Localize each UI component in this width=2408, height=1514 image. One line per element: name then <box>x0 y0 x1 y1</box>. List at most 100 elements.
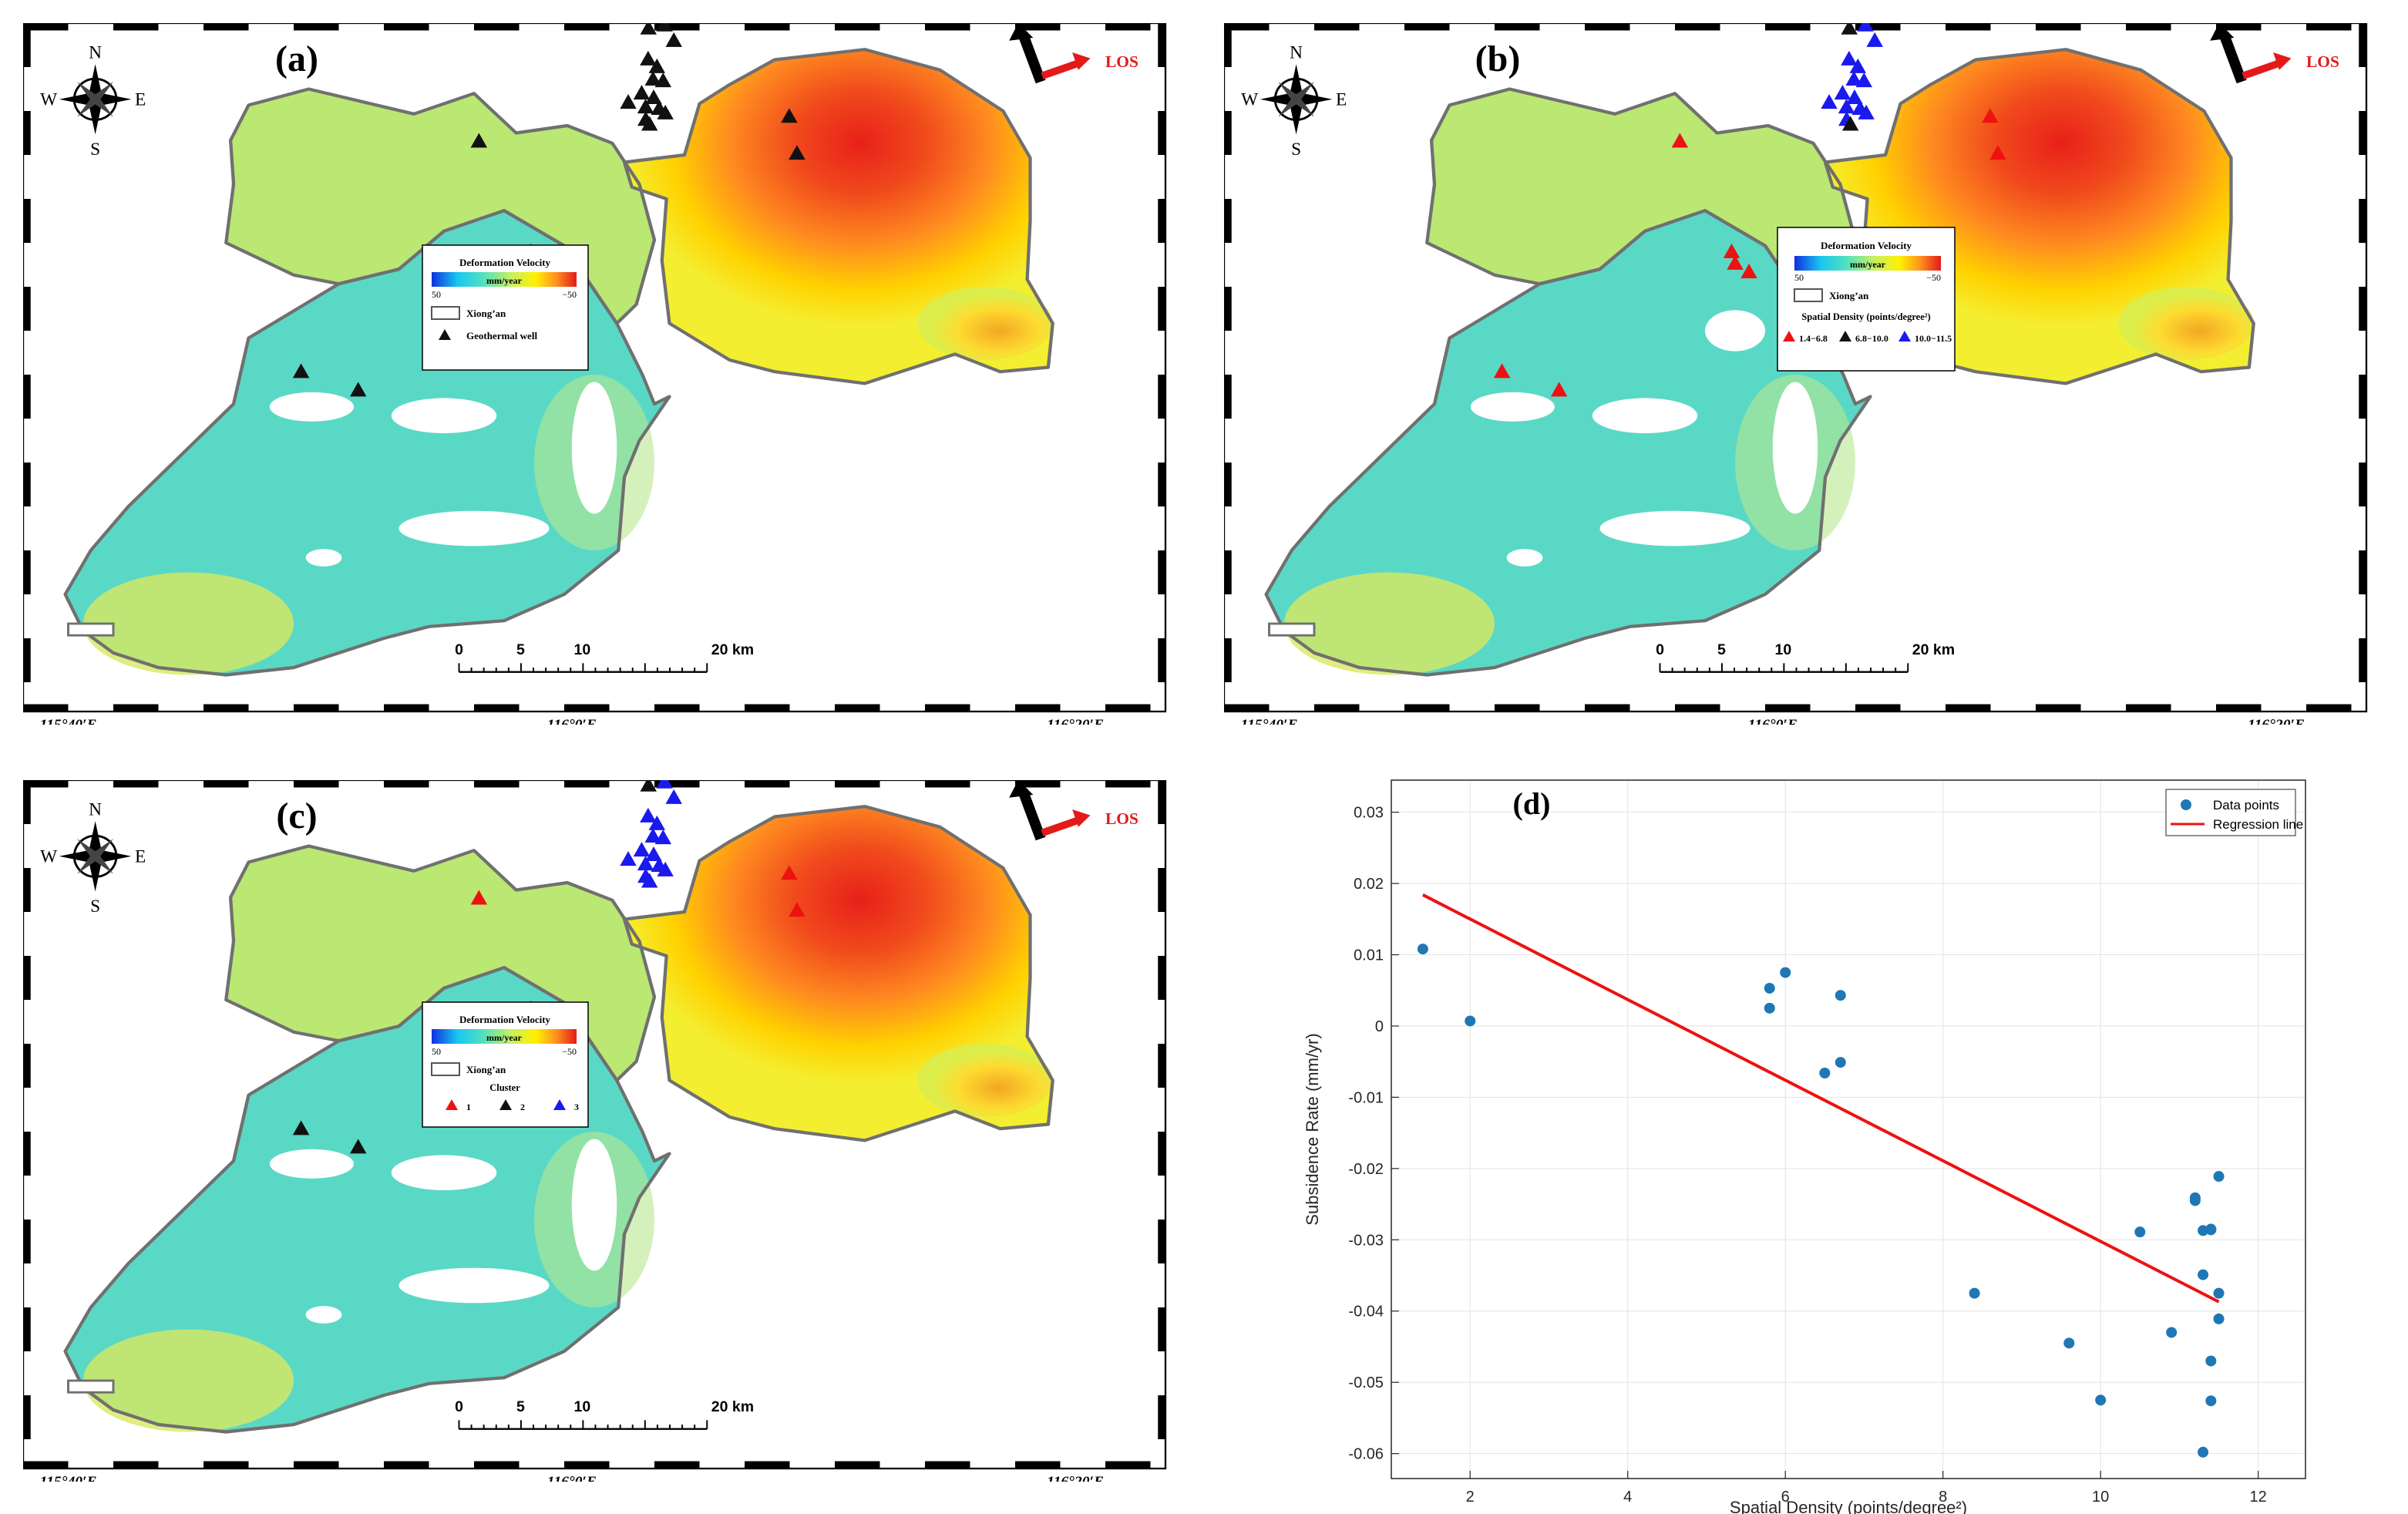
frame-segment-bottom <box>384 1461 429 1469</box>
frame-segment-bottom <box>474 704 520 712</box>
data-point <box>2166 1327 2178 1338</box>
density-class-1-label: 1.4−6.8 <box>1799 333 1828 344</box>
y-tick-label: 0.03 <box>1354 805 1384 822</box>
compass-rose-icon: N S E W <box>1241 42 1347 159</box>
compass-e-label: E <box>135 89 146 109</box>
frame-segment-bottom <box>1855 704 1901 712</box>
lon-label: 116°0′E <box>547 717 597 725</box>
west-county-tint <box>1427 89 1855 324</box>
los-arrow-shaft <box>1041 59 1081 79</box>
well-triangle-marker <box>657 861 674 876</box>
well-triangle-marker <box>1849 58 1867 73</box>
compass-n-label: N <box>89 799 102 819</box>
frame-segment-right <box>2359 375 2366 419</box>
heading-arrow-shaft <box>2218 32 2247 84</box>
compass-n-label: N <box>89 42 102 62</box>
legend-unit-b: mm/year <box>1850 259 1886 270</box>
frame-segment-top <box>294 23 339 31</box>
frame-segment-top <box>1675 23 1720 31</box>
frame-segment-right <box>1158 1395 1165 1439</box>
frame-segment-bottom <box>745 704 790 712</box>
frame-segment-top <box>1946 23 1991 31</box>
well-triangle-marker <box>1841 50 1858 66</box>
frame-segment-right <box>1158 1132 1165 1176</box>
heading-arrow-shaft <box>1017 789 1046 841</box>
frame-segment-top <box>113 23 159 31</box>
frame-segment-bottom <box>2126 704 2171 712</box>
frame-segment-right <box>1158 463 1165 507</box>
data-point <box>2213 1313 2225 1324</box>
frame-segment-top <box>1495 23 1540 31</box>
density-class-2-triangle-icon <box>1839 331 1851 341</box>
well-triangle-marker <box>640 807 657 823</box>
frame-segment-left <box>23 1044 31 1088</box>
well-triangle-marker <box>1834 85 1851 100</box>
frame-segment-right <box>2359 23 2366 67</box>
data-point <box>1764 982 1775 994</box>
density-class-3-triangle-icon <box>1898 331 1911 341</box>
lon-label: 116°0′E <box>547 1474 597 1482</box>
frame-segment-bottom <box>745 1461 790 1469</box>
frame-segment-left <box>23 23 31 67</box>
frame-segment-top <box>745 23 790 31</box>
legend-min-b: 50 <box>1794 272 1804 283</box>
data-point <box>1764 1002 1775 1014</box>
los-arrow-head <box>2273 52 2292 70</box>
frame-segment-right <box>2359 638 2366 683</box>
well-triangle-marker <box>644 827 661 843</box>
frame-segment-left <box>23 868 31 912</box>
lake-patch <box>399 510 550 547</box>
data-point <box>2205 1395 2217 1407</box>
lon-label: 116°20′E <box>1047 1474 1104 1482</box>
frame-segment-top <box>1015 23 1061 31</box>
well-triangle-marker <box>633 842 651 857</box>
frame-segment-bottom <box>2036 704 2081 712</box>
west-county-tint <box>226 846 654 1081</box>
frame-segment-left <box>23 1132 31 1176</box>
scale-bar-label: 20 km <box>711 642 754 658</box>
map-frame-line <box>23 23 1167 713</box>
well-triangle-marker <box>1838 99 1855 114</box>
data-point <box>2198 1446 2209 1458</box>
frame-segment-bottom <box>113 1461 159 1469</box>
frame-segment-top <box>2036 23 2081 31</box>
legend-cluster-title: Cluster <box>489 1082 520 1093</box>
map-world: NSEWLOS39°10′N39°0′N38°50′N115°40′E116°0… <box>23 780 1167 1482</box>
well-triangle-marker <box>781 865 798 880</box>
well-triangle-marker <box>640 780 657 792</box>
frame-segment-top <box>23 23 69 31</box>
well-triangle-marker <box>1855 72 1873 88</box>
enclave-outline <box>67 622 115 637</box>
scale-bar-label: 0 <box>1656 642 1664 658</box>
panel-d-label: (d) <box>1513 786 1551 821</box>
x-tick-label: 4 <box>1623 1489 1632 1506</box>
frame-segment-top <box>203 23 249 31</box>
frame-segment-bottom <box>564 704 610 712</box>
scale-bar-label: 10 <box>574 1399 591 1415</box>
density-class-1-triangle-icon <box>1783 331 1795 341</box>
plot-legend-points-label: Data points <box>2213 798 2279 813</box>
well-triangle-marker <box>1989 145 2006 160</box>
heading-arrow-head <box>1009 23 1034 41</box>
plot-legend-line-label: Regression line <box>2213 817 2303 832</box>
cluster-2-label: 2 <box>520 1102 525 1112</box>
scale-bar-label: 5 <box>1717 642 1726 658</box>
map-panel-a: NSEWLOS39°10′N39°0′N38°50′N115°40′E116°0… <box>23 23 1183 725</box>
lake-patch <box>269 392 354 422</box>
frame-segment-bottom <box>23 1461 69 1469</box>
frame-segment-right <box>2359 287 2366 331</box>
frame-segment-bottom <box>2306 704 2352 712</box>
compass-needle-diag2 <box>77 82 113 117</box>
heading-arrow-head <box>2210 23 2235 41</box>
y-tick-label: -0.03 <box>1348 1232 1384 1249</box>
frame-segment-right <box>1158 23 1165 67</box>
frame-segment-top <box>925 780 970 788</box>
density-class-2-label: 6.8−10.0 <box>1855 333 1888 344</box>
frame-segment-top <box>835 780 880 788</box>
data-point <box>2189 1195 2201 1206</box>
y-tick-label: -0.05 <box>1348 1374 1384 1391</box>
data-point <box>2134 1226 2146 1238</box>
frame-segment-left <box>1224 463 1232 507</box>
east-southeast-tint <box>917 287 1053 361</box>
plot-xlabel: Spatial Density (points/degree²) <box>1730 1498 1967 1514</box>
